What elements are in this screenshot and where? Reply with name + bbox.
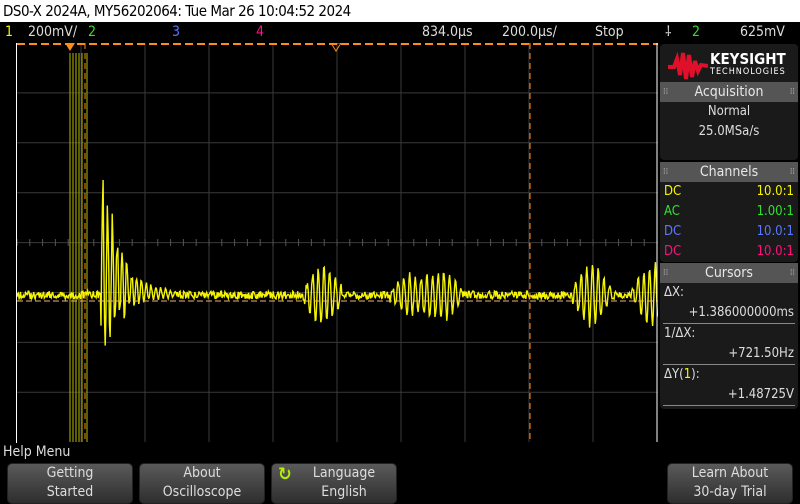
run-state[interactable]: Stop xyxy=(595,24,624,40)
dx-label: ΔX: xyxy=(664,285,684,300)
dx-value: +1.386000000ms xyxy=(688,305,794,320)
channel-2-row: AC 1.00:1 xyxy=(660,202,798,222)
trigger-source[interactable]: 2 xyxy=(692,24,701,40)
acquisition-header: Acquisition xyxy=(660,82,798,102)
help-menu-label: Help Menu xyxy=(3,444,71,460)
language-button[interactable]: ↻ Language English xyxy=(271,463,397,504)
trigger-position-marker xyxy=(65,43,75,51)
channels-header: Channels xyxy=(660,162,798,182)
dy-value: +1.48725V xyxy=(727,387,794,402)
timebase[interactable]: 200.0µs/ xyxy=(502,24,557,40)
channels-panel[interactable]: Channels DC 10.0:1 AC 1.00:1 DC 10.0:1 DC 10… xyxy=(660,162,798,262)
cycle-icon: ↻ xyxy=(278,464,292,485)
probe: 10.0:1 xyxy=(756,184,794,199)
inv-dx-label: 1/ΔX: xyxy=(664,326,696,341)
getting-started-button[interactable]: Getting Started xyxy=(7,463,133,504)
cursors-header: Cursors xyxy=(660,263,798,283)
keysight-logo: KEYSIGHT TECHNOLOGIES xyxy=(660,44,798,88)
ch1-scale[interactable]: 200mV/ xyxy=(28,24,78,40)
probe: 1.00:1 xyxy=(756,204,794,219)
cursors-panel[interactable]: Cursors ΔX: +1.386000000ms 1/ΔX: +721.50… xyxy=(660,263,798,409)
horizontal-delay[interactable]: 834.0µs xyxy=(422,24,473,40)
keysight-wave-icon xyxy=(668,51,708,80)
ch1-trace xyxy=(17,179,658,346)
delay-marker xyxy=(330,43,342,52)
rising-edge-icon: ⸸ xyxy=(665,24,672,40)
channel-4-row: DC 10.0:1 xyxy=(660,242,798,262)
coupling: DC xyxy=(664,224,682,239)
dy-label: ΔY(1): xyxy=(664,367,700,382)
channel-3-row: DC 10.0:1 xyxy=(660,222,798,242)
window-title: DS0-X 2024A, MY56202064: Tue Mar 26 10:0… xyxy=(0,0,800,22)
acq-rate: 25.0MSa/s xyxy=(698,124,760,139)
learn-about-trial-button[interactable]: Learn About 30-day Trial xyxy=(667,463,793,504)
probe: 10.0:1 xyxy=(756,244,794,259)
channel-1-row: DC 10.0:1 xyxy=(660,182,798,202)
ch3-label[interactable]: 3 xyxy=(172,24,181,40)
logo-name: KEYSIGHT xyxy=(710,50,786,68)
about-oscilloscope-button[interactable]: About Oscilloscope xyxy=(139,463,265,504)
waveform-display[interactable] xyxy=(17,43,658,442)
side-panel: KEYSIGHT TECHNOLOGIES Acquisition Normal… xyxy=(660,44,798,442)
ch2-label[interactable]: 2 xyxy=(88,24,97,40)
ch4-label[interactable]: 4 xyxy=(256,24,265,40)
trigger-level[interactable]: 625mV xyxy=(740,24,785,40)
probe: 10.0:1 xyxy=(756,224,794,239)
coupling: DC xyxy=(664,184,682,199)
acq-mode: Normal xyxy=(707,104,751,119)
ch1-label[interactable]: 1 xyxy=(5,24,14,40)
status-bar: 1 200mV/ 2 3 4 834.0µs 200.0µs/ Stop ⸸ 2… xyxy=(0,22,800,42)
acquisition-panel[interactable]: Acquisition Normal 25.0MSa/s xyxy=(660,82,798,160)
coupling: DC xyxy=(664,244,682,259)
coupling: AC xyxy=(664,204,680,219)
logo-sub: TECHNOLOGIES xyxy=(710,67,786,77)
inv-dx-value: +721.50Hz xyxy=(728,346,794,361)
